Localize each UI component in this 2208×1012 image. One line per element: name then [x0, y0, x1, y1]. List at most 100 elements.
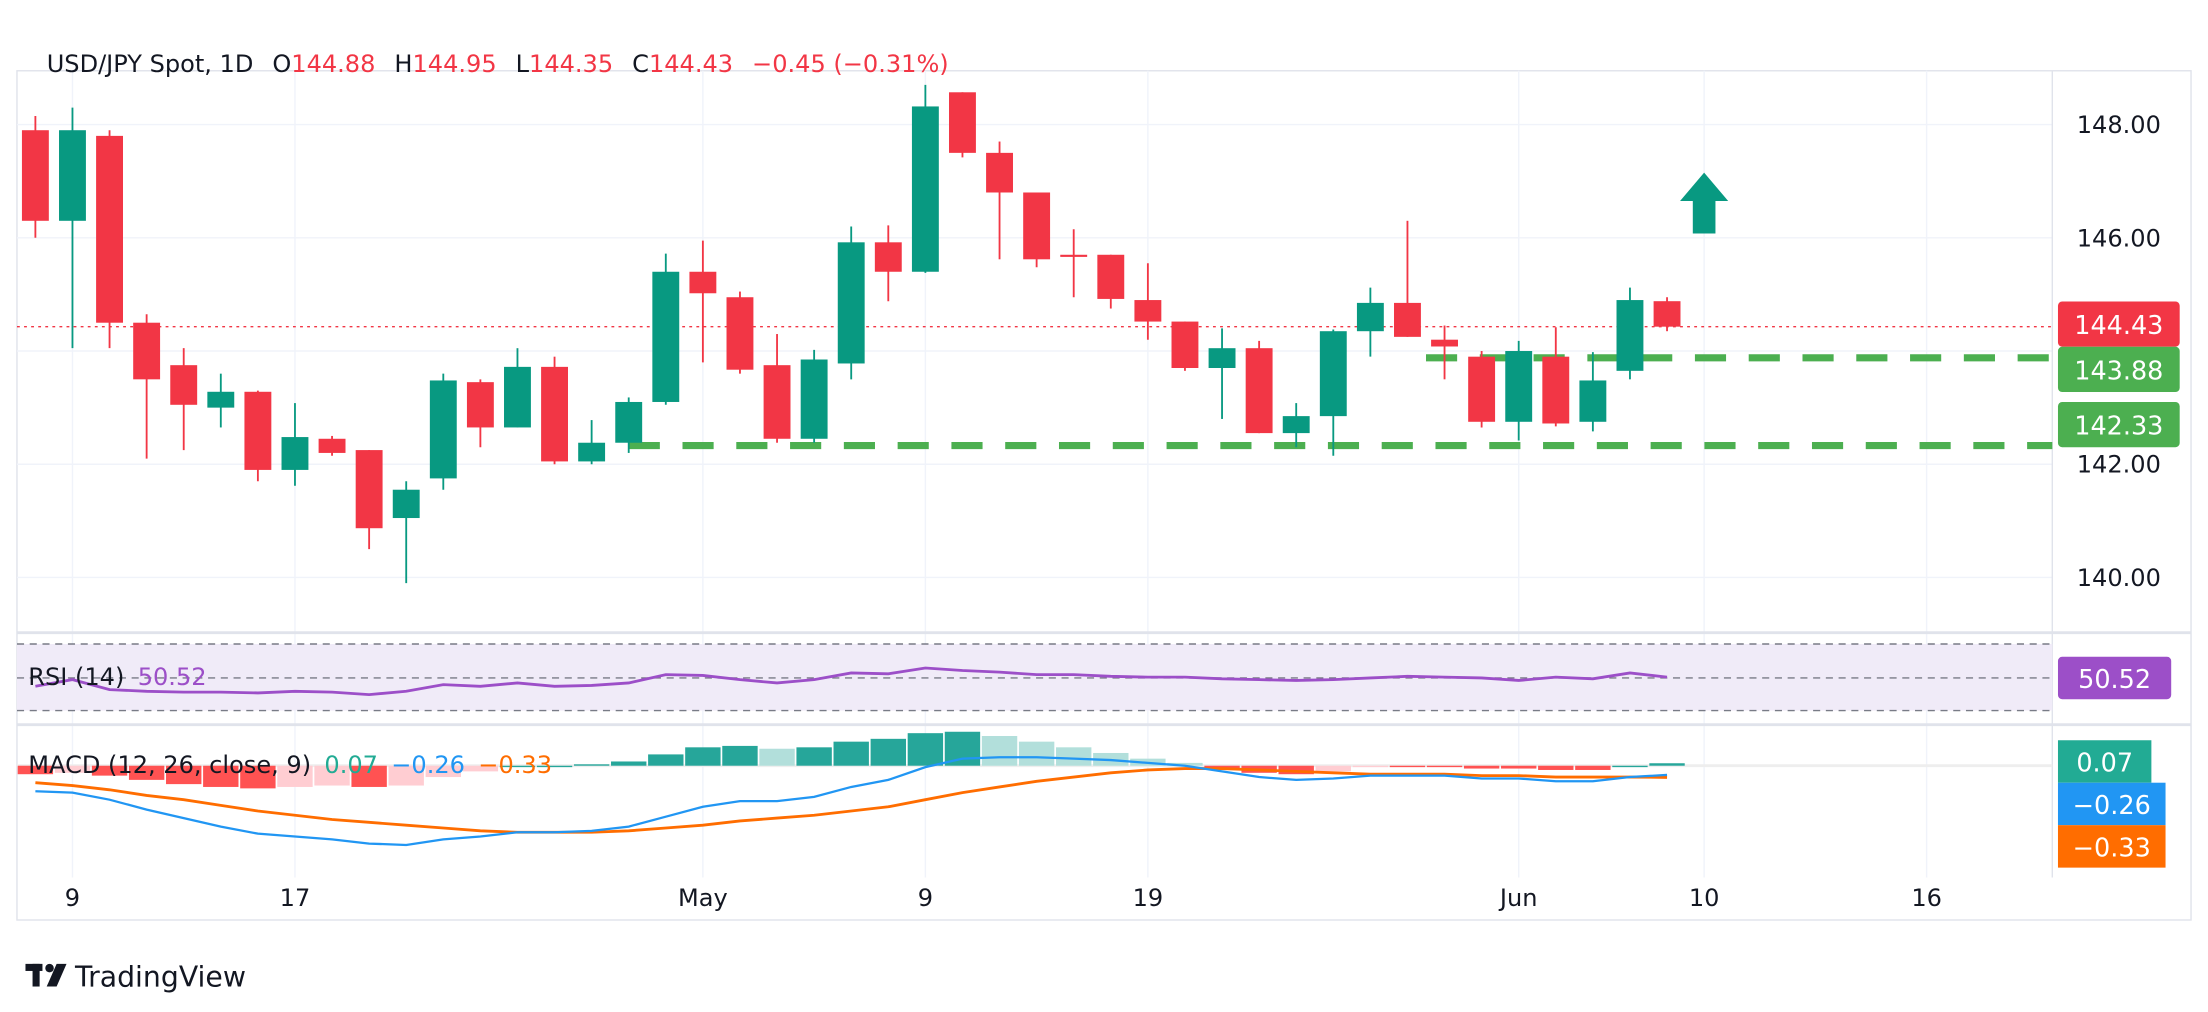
candle-down	[1468, 356, 1496, 422]
macd-histogram-bar	[1167, 762, 1203, 766]
macd-histogram-bar	[536, 765, 573, 768]
tradingview-logo[interactable]: TradingView	[25, 961, 246, 994]
macd-histogram-bar	[277, 765, 313, 787]
rsi-series	[35, 666, 1668, 697]
macd-histogram-bar	[870, 738, 906, 766]
macd-histogram-bar	[1538, 765, 1574, 770]
support-levels	[16, 325, 2053, 450]
macd-line	[35, 756, 1668, 847]
price-tick-label: 140.00	[2077, 564, 2161, 592]
open-value: 144.88	[291, 50, 375, 78]
candle-up	[615, 401, 643, 443]
rsi-title: RSI (14)	[28, 663, 124, 691]
change-value: −0.45 (−0.31%)	[752, 50, 949, 78]
legend: USD/JPY Spot, 1D O144.88 H144.95 L144.35…	[47, 50, 949, 78]
macd-histogram-bar	[573, 764, 610, 766]
candle-down	[170, 365, 198, 405]
low-label: L	[516, 50, 530, 78]
macd-line-badge	[2057, 782, 2166, 826]
candle-down	[949, 92, 976, 153]
rsi-line	[35, 666, 1668, 697]
macd-histogram-bar	[54, 765, 91, 773]
time-tick-label: May	[678, 884, 728, 912]
candle-up	[281, 437, 309, 470]
candle-down	[1431, 339, 1458, 347]
macd-histogram-bar	[1612, 765, 1648, 768]
macd-hist-badge-value: 0.07	[2076, 748, 2133, 778]
candle-down	[1394, 302, 1421, 337]
level1-label: 143.88	[2074, 356, 2163, 386]
low-value: 144.35	[529, 50, 613, 78]
tradingview-logo-icon	[25, 963, 67, 987]
macd-signal-line	[35, 767, 1668, 834]
time-tick-label: 10	[1689, 884, 1720, 912]
macd-signal-legend: −0.33	[478, 751, 552, 779]
macd-histogram-bar	[1018, 741, 1055, 766]
macd-title: MACD (12, 26, close, 9)	[28, 751, 311, 779]
macd-histogram-bar	[833, 741, 869, 766]
macd-histogram-bar	[1575, 765, 1611, 770]
time-axis[interactable]: 9 17 May 9 19 Jun 10 16	[65, 884, 1942, 912]
macd-histogram-bar	[611, 761, 647, 766]
candle-down	[96, 135, 123, 323]
macd-signal-badge	[2057, 825, 2166, 868]
macd-histogram-bar	[1315, 765, 1351, 772]
macd-series	[17, 731, 1685, 847]
rsi-badge	[2057, 656, 2172, 700]
macd-histogram-bar	[1056, 747, 1092, 766]
candle-down	[1060, 254, 1088, 257]
level2-badge	[2057, 401, 2180, 448]
chart-frame	[16, 70, 2192, 921]
macd-histogram-bar	[1426, 765, 1463, 768]
symbol-title: USD/JPY Spot, 1D	[47, 50, 254, 78]
candle-down	[1653, 301, 1681, 327]
close-label: C	[632, 50, 649, 78]
candle-down	[355, 450, 383, 529]
candle-up	[1505, 351, 1533, 422]
close-value: 144.43	[649, 50, 733, 78]
candle-down	[986, 152, 1013, 193]
candle-down	[726, 297, 754, 370]
price-axis[interactable]: 148.00 146.00 142.00 140.00	[2077, 111, 2161, 592]
macd-histogram-bar	[759, 748, 795, 766]
candle-up	[652, 271, 680, 402]
candle-down	[466, 382, 494, 428]
rsi-legend: RSI (14) 50.52	[28, 663, 206, 691]
macd-histogram-bar	[1463, 765, 1500, 769]
macd-histogram-bar	[685, 747, 721, 766]
candle-down	[244, 391, 272, 470]
candle-down	[133, 322, 161, 380]
macd-histogram-bar	[648, 754, 684, 766]
high-value: 144.95	[412, 50, 496, 78]
macd-histogram-bar	[91, 765, 128, 776]
time-tick-label: 19	[1133, 884, 1164, 912]
time-tick-label: Jun	[1498, 884, 1538, 912]
time-tick-label: 17	[280, 884, 311, 912]
candle-up	[1579, 380, 1607, 422]
candle-up	[1319, 331, 1347, 417]
macd-histogram-bar	[17, 765, 54, 775]
level2-label: 142.33	[2074, 412, 2163, 442]
macd-histogram-bar	[1389, 765, 1426, 768]
macd-histogram-bar	[128, 765, 165, 780]
macd-histogram-bar	[981, 736, 1018, 766]
rsi-badge-value: 50.52	[2078, 665, 2151, 695]
macd-histogram-bar	[351, 765, 387, 787]
last-price-badge	[2057, 301, 2180, 347]
price-tick-label: 148.00	[2077, 111, 2161, 139]
candle-up	[59, 130, 86, 221]
candle-up	[207, 391, 235, 408]
macd-signal-badge-value: −0.33	[2073, 833, 2151, 863]
candle-up	[429, 380, 457, 479]
macd-legend: MACD (12, 26, close, 9) 0.07 −0.26 −0.33	[28, 751, 552, 779]
macd-histogram-bar	[1352, 765, 1389, 768]
macd-histogram-bar	[203, 765, 239, 787]
candle-down	[541, 366, 568, 462]
candle-up	[1208, 348, 1236, 368]
macd-histogram-bar	[462, 765, 499, 772]
rsi-band	[16, 644, 2053, 711]
open-label: O	[272, 50, 291, 78]
candle-down	[1097, 254, 1125, 299]
candle-down	[318, 438, 346, 453]
